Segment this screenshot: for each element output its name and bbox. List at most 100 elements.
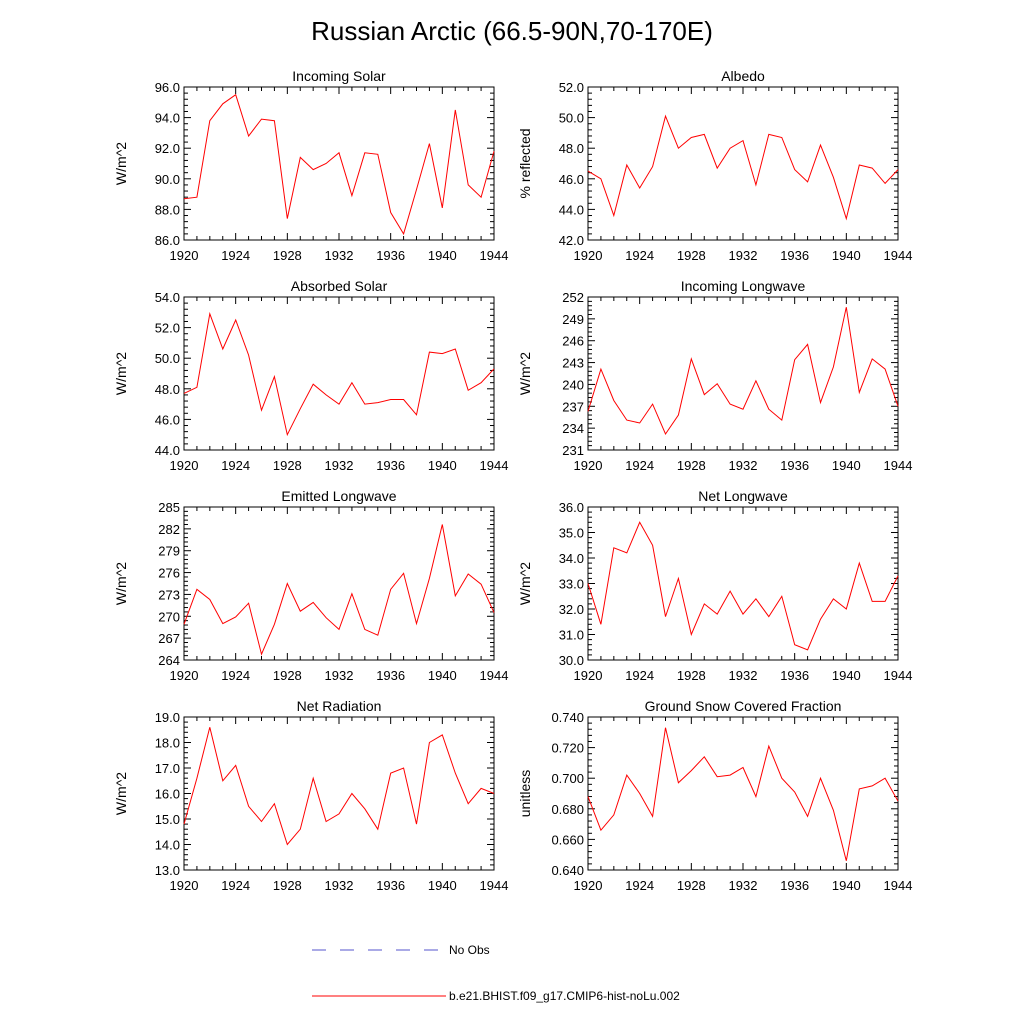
x-tick-label: 1936 <box>780 248 809 263</box>
x-tick-label: 1944 <box>480 458 509 473</box>
x-tick-label: 1932 <box>729 458 758 473</box>
x-tick-label: 1924 <box>221 248 250 263</box>
x-tick-label: 1924 <box>625 878 654 893</box>
y-tick-label: 279 <box>158 544 180 559</box>
y-tick-label: 285 <box>158 500 180 515</box>
x-tick-label: 1920 <box>170 878 199 893</box>
x-tick-label: 1928 <box>273 668 302 683</box>
y-tick-label: 264 <box>158 653 180 668</box>
y-axis-label: % reflected <box>517 128 533 198</box>
y-axis-label: W/m^2 <box>517 352 533 395</box>
x-tick-label: 1928 <box>677 878 706 893</box>
chart-panel: Incoming Longwave W/m^2 1920 1924 1928 1932 19… <box>517 278 912 473</box>
x-tick-label: 1924 <box>625 248 654 263</box>
y-tick-label: 54.0 <box>155 290 180 305</box>
plot-frame <box>183 716 495 871</box>
x-tick-label: 1940 <box>428 668 457 683</box>
plot-frame <box>183 296 495 451</box>
x-tick-label: 1920 <box>170 668 199 683</box>
x-tick-label: 1932 <box>325 248 354 263</box>
y-tick-label: 0.680 <box>551 802 584 817</box>
chart-panel: Absorbed Solar W/m^2 1920 1924 1928 1932 1936 1… <box>113 278 508 473</box>
plot-frame <box>587 506 899 661</box>
y-tick-label: 52.0 <box>559 80 584 95</box>
x-tick-label: 1924 <box>625 458 654 473</box>
panel-grid: Incoming Solar W/m^2 1920 1924 1928 1932 1936 1… <box>113 68 912 893</box>
x-tick-label: 1940 <box>428 878 457 893</box>
y-tick-label: 92.0 <box>155 141 180 156</box>
y-tick-label: 246 <box>562 334 584 349</box>
y-tick-label: 18.0 <box>155 736 180 751</box>
y-tick-label: 243 <box>562 356 584 371</box>
y-axis-label: W/m^2 <box>113 562 129 605</box>
y-tick-label: 19.0 <box>155 710 180 725</box>
y-tick-label: 16.0 <box>155 787 180 802</box>
x-tick-label: 1932 <box>325 458 354 473</box>
y-tick-label: 50.0 <box>155 351 180 366</box>
plot-frame <box>587 296 899 451</box>
x-tick-label: 1936 <box>780 458 809 473</box>
y-tick-label: 14.0 <box>155 838 180 853</box>
x-tick-label: 1932 <box>325 878 354 893</box>
x-tick-label: 1924 <box>221 878 250 893</box>
chart-panel: Net Radiation W/m^2 1920 1924 1928 1932 1936 19… <box>113 698 508 893</box>
y-tick-label: 0.640 <box>551 863 584 878</box>
x-tick-label: 1936 <box>376 458 405 473</box>
y-tick-label: 52.0 <box>155 321 180 336</box>
panel-title: Incoming Solar <box>292 68 386 84</box>
x-tick-label: 1940 <box>832 668 861 683</box>
y-tick-label: 44.0 <box>155 443 180 458</box>
y-tick-label: 44.0 <box>559 202 584 217</box>
plot-frame <box>183 86 495 241</box>
plot-frame <box>587 86 899 241</box>
y-tick-label: 273 <box>158 587 180 602</box>
y-tick-label: 32.0 <box>559 602 584 617</box>
x-tick-label: 1944 <box>884 248 913 263</box>
y-tick-label: 15.0 <box>155 812 180 827</box>
y-tick-label: 46.0 <box>155 412 180 427</box>
y-axis-label: W/m^2 <box>113 352 129 395</box>
y-tick-label: 231 <box>562 443 584 458</box>
x-tick-label: 1932 <box>729 668 758 683</box>
series-line <box>587 114 899 221</box>
series-line <box>183 93 495 236</box>
chart-panel: Albedo % reflected 1920 1924 1928 1932 1936 194… <box>517 68 912 263</box>
x-tick-label: 1936 <box>376 668 405 683</box>
y-tick-label: 240 <box>562 377 584 392</box>
panel-title: Albedo <box>721 68 765 84</box>
x-tick-label: 1928 <box>273 878 302 893</box>
x-tick-label: 1940 <box>832 458 861 473</box>
panel-title: Ground Snow Covered Fraction <box>645 698 842 714</box>
x-tick-label: 1932 <box>729 248 758 263</box>
panel-title: Emitted Longwave <box>281 488 396 504</box>
y-tick-label: 237 <box>562 399 584 414</box>
panel-title: Net Radiation <box>297 698 382 714</box>
y-tick-label: 267 <box>158 631 180 646</box>
x-tick-label: 1920 <box>170 248 199 263</box>
y-tick-label: 0.740 <box>551 710 584 725</box>
y-tick-label: 48.0 <box>155 382 180 397</box>
y-tick-label: 13.0 <box>155 863 180 878</box>
chart-panel: Emitted Longwave W/m^2 1920 1924 1928 1932 193… <box>113 488 508 683</box>
y-tick-label: 31.0 <box>559 628 584 643</box>
y-tick-label: 249 <box>562 312 584 327</box>
x-tick-label: 1928 <box>677 248 706 263</box>
x-tick-label: 1928 <box>677 458 706 473</box>
x-tick-label: 1944 <box>884 458 913 473</box>
y-tick-label: 270 <box>158 609 180 624</box>
x-tick-label: 1920 <box>170 458 199 473</box>
y-tick-label: 86.0 <box>155 233 180 248</box>
y-tick-label: 36.0 <box>559 500 584 515</box>
legend-model-label: b.e21.BHIST.f09_g17.CMIP6-hist-noLu.002 <box>449 989 680 1003</box>
y-tick-label: 88.0 <box>155 202 180 217</box>
series-line <box>183 524 495 656</box>
y-axis-label: W/m^2 <box>113 772 129 815</box>
plot-frame <box>183 506 495 661</box>
series-line <box>183 727 495 846</box>
x-tick-label: 1944 <box>480 668 509 683</box>
y-tick-label: 34.0 <box>559 551 584 566</box>
legend-obs-label: No Obs <box>449 943 490 957</box>
panel-title: Incoming Longwave <box>681 278 806 294</box>
y-tick-label: 33.0 <box>559 577 584 592</box>
series-line <box>587 307 899 436</box>
